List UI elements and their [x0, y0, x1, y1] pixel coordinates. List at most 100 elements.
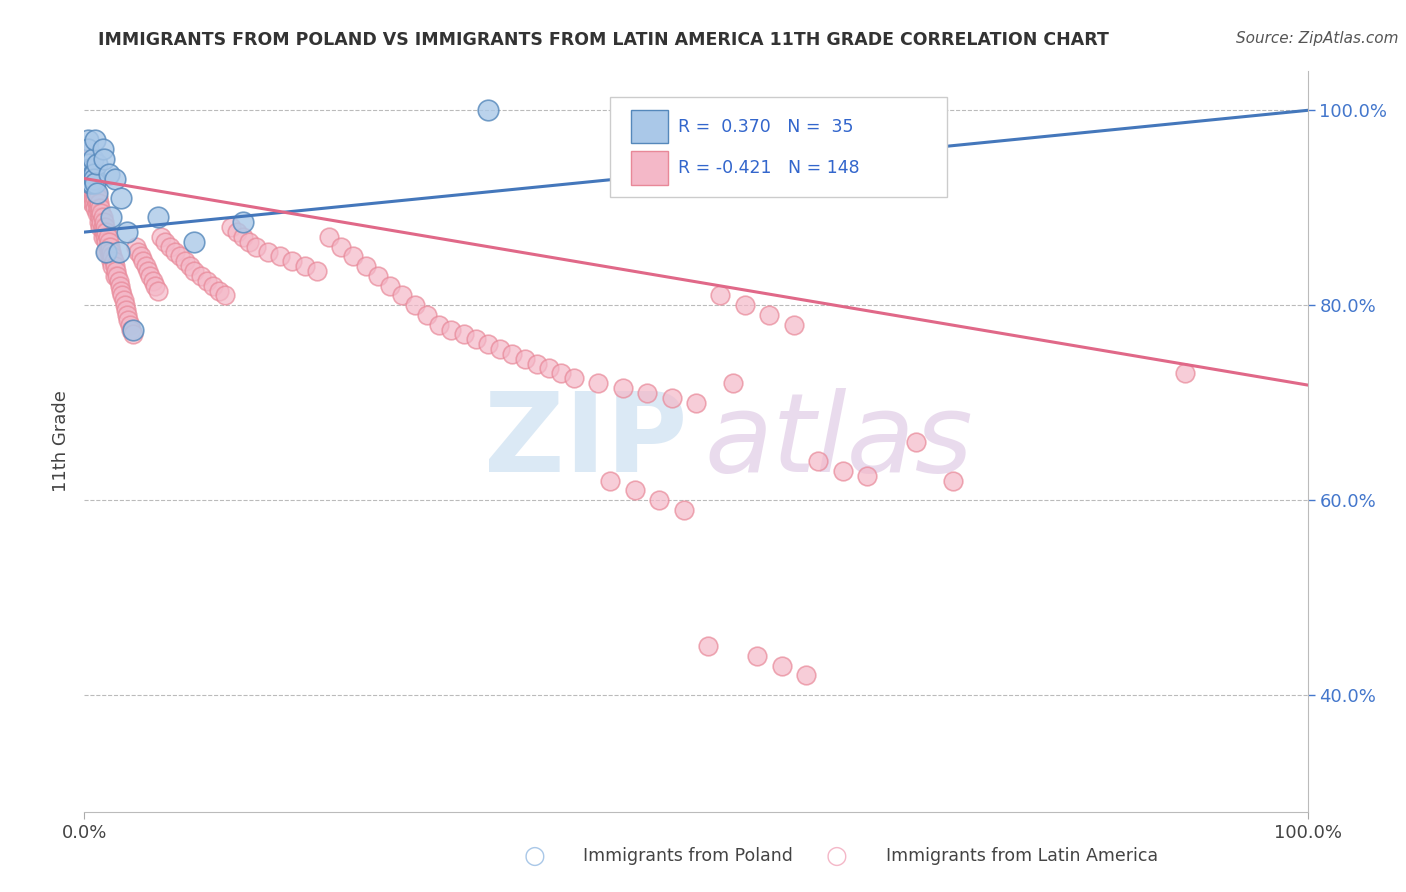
Bar: [631, 110, 668, 144]
Text: ○: ○: [825, 845, 848, 868]
Point: [179, 259, 201, 273]
Point: [122, 327, 145, 342]
Point: [101, 250, 124, 264]
Point: [232, 215, 254, 229]
Point: [318, 230, 340, 244]
Point: [96, 244, 118, 259]
Point: [94, 220, 117, 235]
Point: [672, 502, 695, 516]
Point: [183, 264, 205, 278]
Point: [75, 161, 97, 176]
Point: [513, 351, 536, 366]
Point: [77, 167, 100, 181]
Point: [82, 152, 104, 166]
Point: [856, 468, 879, 483]
Point: [100, 211, 122, 225]
Point: [129, 250, 152, 264]
Point: [281, 254, 304, 268]
Point: [98, 250, 121, 264]
Point: [807, 454, 830, 468]
Point: [75, 147, 97, 161]
Point: [136, 264, 159, 278]
Point: [77, 181, 100, 195]
Point: [80, 186, 103, 201]
Point: [169, 250, 191, 264]
Point: [115, 308, 138, 322]
Point: [122, 322, 145, 336]
Text: Immigrants from Poland: Immigrants from Poland: [583, 847, 793, 865]
Point: [96, 235, 118, 249]
Point: [685, 395, 707, 409]
Point: [783, 318, 806, 332]
Point: [76, 157, 98, 171]
Point: [82, 191, 104, 205]
Point: [183, 235, 205, 249]
Point: [115, 303, 138, 318]
Point: [367, 268, 389, 283]
Point: [77, 177, 100, 191]
Point: [80, 195, 103, 210]
Point: [79, 181, 101, 195]
Point: [82, 171, 104, 186]
Point: [104, 259, 127, 273]
Point: [77, 132, 100, 146]
Point: [100, 254, 122, 268]
Point: [89, 211, 111, 225]
Point: [380, 278, 402, 293]
Point: [89, 201, 111, 215]
Point: [97, 244, 120, 259]
Point: [79, 161, 101, 176]
Point: [163, 244, 186, 259]
Text: Source: ZipAtlas.com: Source: ZipAtlas.com: [1236, 31, 1399, 46]
Point: [110, 284, 132, 298]
Point: [747, 648, 769, 663]
Point: [83, 195, 105, 210]
Point: [79, 191, 101, 205]
Point: [97, 167, 120, 181]
Point: [502, 347, 524, 361]
Point: [84, 201, 107, 215]
Point: [93, 152, 115, 166]
Point: [84, 191, 107, 205]
Point: [269, 250, 291, 264]
Point: [105, 268, 128, 283]
Point: [75, 167, 97, 181]
Point: [120, 322, 142, 336]
Text: R =  0.370   N =  35: R = 0.370 N = 35: [678, 118, 853, 136]
Text: Immigrants from Latin America: Immigrants from Latin America: [886, 847, 1159, 865]
Point: [770, 658, 793, 673]
Point: [477, 337, 499, 351]
Point: [93, 215, 115, 229]
Point: [83, 171, 105, 186]
Point: [110, 191, 132, 205]
Point: [342, 250, 364, 264]
Point: [135, 259, 157, 273]
Point: [127, 244, 149, 259]
Text: ○: ○: [523, 845, 546, 868]
Point: [76, 147, 98, 161]
Point: [159, 240, 181, 254]
Point: [125, 240, 148, 254]
Point: [208, 284, 231, 298]
Point: [91, 142, 114, 156]
Point: [80, 177, 103, 191]
Point: [77, 152, 100, 166]
Point: [624, 483, 647, 498]
Point: [77, 157, 100, 171]
Point: [77, 171, 100, 186]
Point: [190, 268, 212, 283]
Point: [83, 167, 105, 181]
Point: [464, 332, 486, 346]
Point: [831, 464, 853, 478]
Point: [226, 225, 249, 239]
Point: [93, 225, 115, 239]
Point: [440, 322, 463, 336]
Point: [82, 181, 104, 195]
Point: [75, 157, 97, 171]
Point: [83, 177, 105, 191]
Point: [132, 254, 155, 268]
Point: [201, 278, 224, 293]
Point: [90, 205, 112, 219]
Point: [104, 171, 127, 186]
Point: [107, 274, 129, 288]
